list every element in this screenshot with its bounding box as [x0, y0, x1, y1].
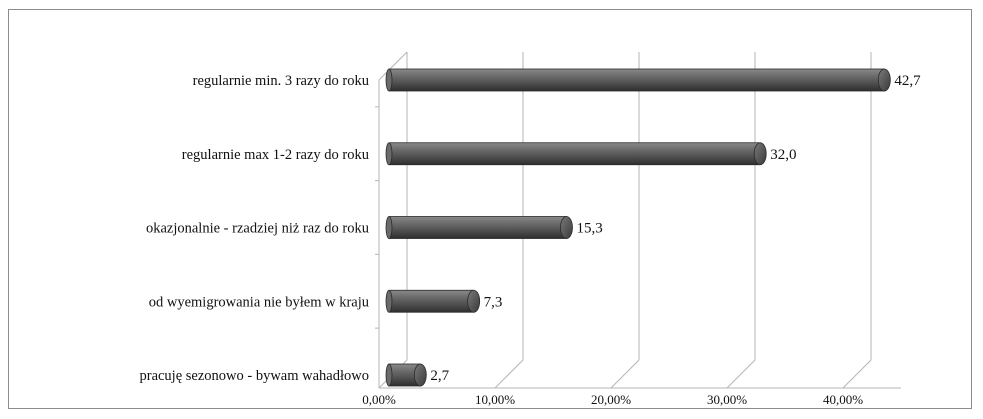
- data-label-1: 32,0: [770, 147, 796, 163]
- bar-start-cap-3: [385, 289, 393, 313]
- category-label-2: okazjonalnie - rzadziej niż raz do roku: [146, 221, 369, 237]
- left-wall-top: [378, 51, 408, 81]
- floor-gridline-1: [494, 359, 524, 389]
- bar-start-cap-0: [385, 68, 393, 92]
- bar-1: [388, 142, 761, 166]
- bar-start-cap-4: [385, 363, 393, 387]
- x-tick-label-1: 10,00%: [475, 392, 515, 407]
- label-layer: regularnie min. 3 razy do roku 42,7 regula…: [139, 73, 921, 407]
- data-label-2: 15,3: [576, 221, 602, 237]
- category-label-3: od wyemigrowania nie byłem w kraju: [149, 294, 369, 310]
- bar-3: [388, 289, 475, 313]
- bar-2: [388, 216, 567, 239]
- category-label-1: regularnie max 1-2 razy do roku: [182, 147, 369, 163]
- floor-gridline-4: [842, 359, 872, 389]
- grid-layer: [375, 51, 901, 389]
- bar-cap-0: [877, 68, 891, 92]
- bar-cap-4: [413, 363, 427, 387]
- bar-0: [388, 68, 885, 92]
- x-tick-label-2: 20,00%: [591, 392, 631, 407]
- bar-start-cap-1: [385, 142, 393, 166]
- bar-cap-3: [467, 289, 481, 313]
- bar-layer: [385, 68, 891, 387]
- bar-cap-1: [753, 142, 767, 166]
- category-label-4: pracuję sezonowo - bywam wahadłowo: [139, 368, 369, 384]
- data-label-3: 7,3: [484, 294, 503, 310]
- bar-start-cap-2: [385, 216, 393, 239]
- floor-gridline-3: [726, 359, 756, 389]
- x-tick-label-4: 40,00%: [823, 392, 863, 407]
- bar-cap-2: [560, 216, 573, 239]
- data-label-0: 42,7: [894, 73, 921, 89]
- chart-frame: regularnie min. 3 razy do roku 42,7 regula…: [8, 9, 972, 409]
- bar-chart: regularnie min. 3 razy do roku 42,7 regula…: [139, 51, 921, 407]
- floor-gridline-2: [610, 359, 640, 389]
- x-tick-label-3: 30,00%: [707, 392, 747, 407]
- category-label-0: regularnie min. 3 razy do roku: [193, 73, 369, 89]
- data-label-4: 2,7: [430, 368, 449, 384]
- x-tick-label-0: 0,00%: [362, 392, 396, 407]
